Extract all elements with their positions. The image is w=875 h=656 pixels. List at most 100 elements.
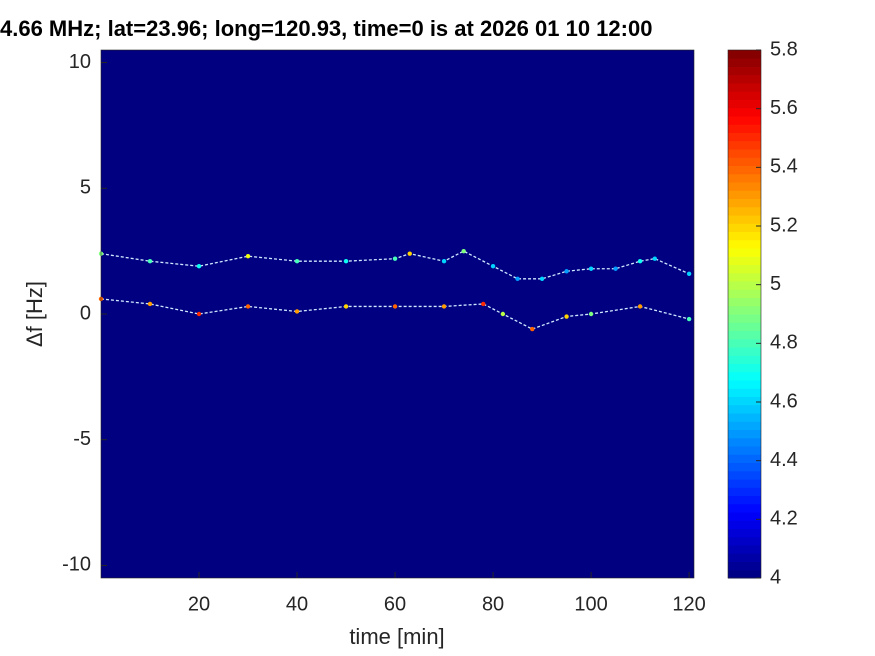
colorbar-segment <box>728 215 761 224</box>
trace-point <box>686 271 692 276</box>
x-tick-label: 20 <box>188 593 210 615</box>
trace-point <box>343 259 349 264</box>
colorbar-segment <box>728 545 761 554</box>
colorbar-segment <box>728 338 761 348</box>
colorbar-tick-label: 5.8 <box>770 38 798 60</box>
colorbar-tick-label: 5 <box>770 273 781 295</box>
colorbar-tick-label: 5.6 <box>770 97 798 119</box>
colorbar-segment <box>728 107 761 117</box>
colorbar-segment <box>728 297 761 307</box>
colorbar-segment <box>728 479 761 488</box>
plot-background <box>101 50 694 578</box>
trace-point <box>500 311 506 317</box>
colorbar-tick-label: 4.2 <box>770 508 798 530</box>
colorbar-segment <box>728 281 761 290</box>
colorbar-segment <box>728 528 761 538</box>
colorbar-segment <box>728 404 761 414</box>
trace-point <box>196 311 202 317</box>
colorbar-segment <box>728 99 761 109</box>
colorbar-tick-label: 4.4 <box>770 449 798 471</box>
colorbar-segment <box>728 536 761 546</box>
colorbar-segment <box>728 173 761 183</box>
colorbar-segment <box>728 380 761 389</box>
colorbar-segment <box>728 520 761 529</box>
colorbar-segment <box>728 330 761 340</box>
trace-point <box>147 301 153 307</box>
trace-point <box>392 256 398 261</box>
colorbar-segment <box>728 388 761 397</box>
colorbar-segment <box>728 74 761 84</box>
colorbar-segment <box>728 66 761 76</box>
trace-point <box>613 266 618 271</box>
colorbar-segment <box>728 198 761 208</box>
colorbar-segment <box>728 50 761 59</box>
colorbar-segment <box>728 157 761 166</box>
colorbar-segment <box>728 58 761 67</box>
colorbar-segment <box>728 396 761 406</box>
colorbar-segment <box>728 429 761 439</box>
colorbar-segment <box>728 569 761 579</box>
colorbar-segment <box>728 347 761 356</box>
trace-point <box>294 259 300 264</box>
trace-point <box>481 301 486 307</box>
trace-point <box>294 309 300 314</box>
y-tick-label: 5 <box>80 177 91 199</box>
trace-point <box>564 269 569 274</box>
colorbar-segment <box>728 206 761 216</box>
colorbar-segment <box>728 132 761 142</box>
colorbar-segment <box>728 256 761 265</box>
colorbar-tick-label: 5.4 <box>770 156 798 178</box>
colorbar-segment <box>728 413 761 422</box>
trace-point <box>196 264 202 269</box>
colorbar-segment <box>728 470 761 480</box>
trace-point <box>530 326 535 332</box>
colorbar-segment <box>728 355 761 364</box>
colorbar-segment <box>728 421 761 430</box>
x-tick-label: 80 <box>482 593 504 615</box>
trace-point <box>588 311 594 317</box>
colorbar-segment <box>728 561 761 571</box>
colorbar-segment <box>728 553 761 562</box>
colorbar-tick-label: 4 <box>770 566 781 588</box>
trace-point <box>588 266 594 271</box>
colorbar-frame <box>727 49 762 579</box>
colorbar-segment <box>728 149 761 158</box>
trace-point <box>392 304 398 309</box>
colorbar-segment <box>728 116 761 125</box>
colorbar-tick-label: 4.8 <box>770 332 798 354</box>
x-tick-label: 40 <box>286 593 308 615</box>
y-tick-label: -10 <box>62 554 91 576</box>
y-tick-label: 10 <box>69 51 91 73</box>
colorbar-segment <box>728 503 761 513</box>
colorbar-segment <box>728 371 761 381</box>
colorbar-segment <box>728 124 761 133</box>
trace-point <box>564 314 569 319</box>
colorbar-segment <box>728 322 761 331</box>
chart-title: 4.66 MHz; lat=23.96; long=120.93, time=0… <box>0 16 652 41</box>
x-tick-label: 120 <box>672 593 705 615</box>
trace-point <box>461 248 466 254</box>
x-tick-label: 100 <box>574 593 607 615</box>
colorbar-segment <box>728 239 761 249</box>
colorbar-segment <box>728 264 761 274</box>
colorbar-tick-label: 4.6 <box>770 390 798 412</box>
colorbar-segment <box>728 83 761 92</box>
x-tick-label: 60 <box>384 593 406 615</box>
colorbar-segment <box>728 314 761 323</box>
colorbar-segment <box>728 289 761 298</box>
colorbar-segment <box>728 446 761 455</box>
colorbar-segment <box>728 231 761 241</box>
trace-point <box>490 264 496 269</box>
colorbar-segment <box>728 190 761 199</box>
trace-point <box>637 304 643 309</box>
trace-point <box>407 251 412 256</box>
trace-point <box>637 259 643 264</box>
colorbar-segment <box>728 363 761 373</box>
trace-point <box>441 259 447 264</box>
y-tick-label: 0 <box>80 302 91 324</box>
trace-point <box>245 253 251 259</box>
trace-point <box>441 304 447 309</box>
colorbar-segment <box>728 495 761 505</box>
colorbar-segment <box>728 487 761 496</box>
